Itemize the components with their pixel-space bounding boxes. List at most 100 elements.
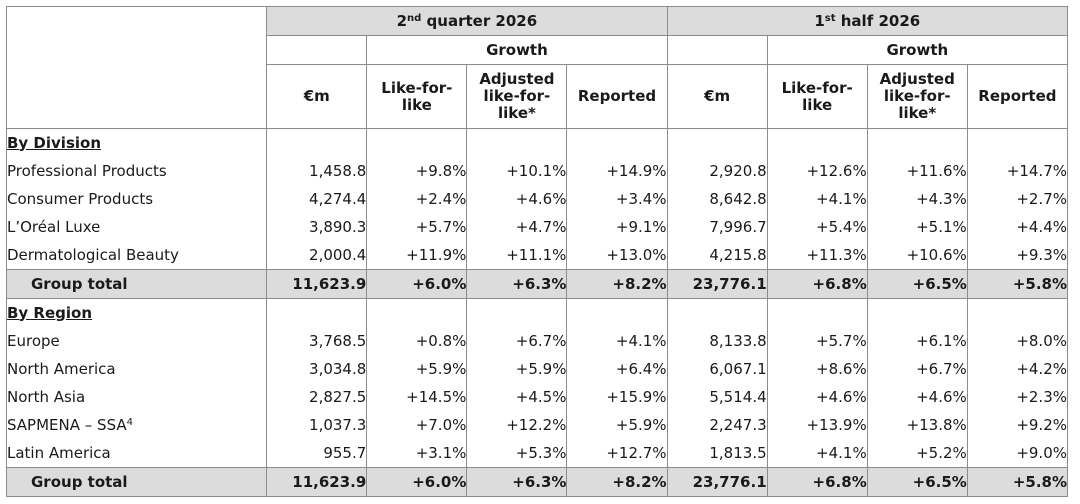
q2-lfl-cell: +6.0% xyxy=(366,467,467,497)
q2-lfl-cell: +7.0% xyxy=(366,411,467,439)
h1-adj-cell: +6.1% xyxy=(866,327,968,355)
h1-em-cell: 2,920.8 xyxy=(666,157,768,185)
h1-em-cell: 5,514.4 xyxy=(666,383,768,411)
h1-reported-header: Reported xyxy=(966,64,1069,129)
row-label-text: Latin America xyxy=(7,443,111,462)
table-row: Latin America 955.7 +3.1% +5.3% +12.7% 1,813.… xyxy=(5,439,1069,468)
q2-lfl-cell: +5.9% xyxy=(366,355,467,383)
q2-adj-cell: +6.3% xyxy=(466,467,567,497)
q2-adj-cell: +4.5% xyxy=(466,383,567,411)
h1-lfl-cell: +11.3% xyxy=(766,241,868,270)
q2-reported-cell: +13.0% xyxy=(566,241,668,270)
row-label-text: Europe xyxy=(7,331,60,350)
empty-cell xyxy=(966,128,1069,157)
group-total-row: Group total 11,623.9 +6.0% +6.3% +8.2% 23,776… xyxy=(5,467,1069,497)
h1-adj-cell: +6.5% xyxy=(866,269,968,299)
period-q2-header: 2nd quarter 2026 xyxy=(266,6,668,36)
q2-reported-cell: +12.7% xyxy=(566,439,668,468)
row-label-text: Professional Products xyxy=(7,161,167,180)
q2-adj-cell: +11.1% xyxy=(466,241,567,270)
empty-cell xyxy=(866,298,968,327)
row-label: Group total xyxy=(5,467,267,497)
h1-em-cell: 1,813.5 xyxy=(666,439,768,468)
empty-cell xyxy=(566,298,668,327)
h1-adj-cell: +11.6% xyxy=(866,157,968,185)
row-label: Europe xyxy=(5,327,267,355)
table-row: SAPMENA – SSA4 1,037.3 +7.0% +12.2% +5.9% 2,2… xyxy=(5,411,1069,439)
h1-reported-cell: +5.8% xyxy=(966,467,1069,497)
h1-lfl-cell: +6.8% xyxy=(766,467,868,497)
section-by-region-title: By Region xyxy=(5,298,267,327)
h1-lfl-cell: +4.6% xyxy=(766,383,868,411)
row-label-text: SAPMENA – SSA xyxy=(7,415,127,434)
q2-reported-cell: +3.4% xyxy=(566,185,668,213)
h1-reported-cell: +4.2% xyxy=(966,355,1069,383)
h1-reported-cell: +14.7% xyxy=(966,157,1069,185)
q2-reported-cell: +4.1% xyxy=(566,327,668,355)
q2-adj-cell: +4.7% xyxy=(466,213,567,241)
q2-reported-cell: +8.2% xyxy=(566,269,668,299)
group-total-row: Group total 11,623.9 +6.0% +6.3% +8.2% 23,776… xyxy=(5,269,1069,299)
empty-cell xyxy=(366,128,467,157)
row-label: North Asia xyxy=(5,383,267,411)
row-label: North America xyxy=(5,355,267,383)
section-by-division-title: By Division xyxy=(5,128,267,157)
q2-em-spacer xyxy=(266,35,368,65)
q2-lfl-cell: +9.8% xyxy=(366,157,467,185)
table-row: Professional Products 1,458.8 +9.8% +10.1% +… xyxy=(5,157,1069,185)
h1-adj-cell: +4.3% xyxy=(866,185,968,213)
h1-growth-header: Growth xyxy=(766,35,1069,65)
empty-cell xyxy=(466,128,567,157)
q2-em-cell: 2,827.5 xyxy=(266,383,367,411)
h1-reported-cell: +4.4% xyxy=(966,213,1069,241)
h1-reported-cell: +9.3% xyxy=(966,241,1069,270)
empty-cell xyxy=(966,298,1069,327)
h1-lfl-cell: +4.1% xyxy=(766,185,868,213)
h1-adj-cell: +10.6% xyxy=(866,241,968,270)
q2-reported-cell: +15.9% xyxy=(566,383,668,411)
q2-em-cell: 3,768.5 xyxy=(266,327,367,355)
table-body: By Division Professional Products 1,458.8 +… xyxy=(5,128,1069,497)
table-row: Consumer Products 4,274.4 +2.4% +4.6% +3.4% 8… xyxy=(5,185,1069,213)
h1-adj-cell: +5.1% xyxy=(866,213,968,241)
h1-em-cell: 2,247.3 xyxy=(666,411,768,439)
row-label-text: Consumer Products xyxy=(7,189,154,208)
empty-cell xyxy=(766,298,868,327)
h1-lfl-cell: +13.9% xyxy=(766,411,868,439)
h1-em-cell: 23,776.1 xyxy=(666,269,768,299)
q2-em-cell: 2,000.4 xyxy=(266,241,367,270)
q2-growth-header: Growth xyxy=(366,35,668,65)
table-row: L’Oréal Luxe 3,890.3 +5.7% +4.7% +9.1% 7,996.… xyxy=(5,213,1069,241)
q2-adj-header: Adjusted like-for-like* xyxy=(466,64,568,129)
q2-adj-cell: +12.2% xyxy=(466,411,567,439)
h1-reported-cell: +2.3% xyxy=(966,383,1069,411)
h1-em-cell: 8,133.8 xyxy=(666,327,768,355)
row-label: SAPMENA – SSA4 xyxy=(5,411,267,439)
h1-lfl-cell: +4.1% xyxy=(766,439,868,468)
row-label-text: L’Oréal Luxe xyxy=(7,217,101,236)
empty-cell xyxy=(566,128,668,157)
empty-cell xyxy=(666,128,768,157)
row-label-text: North America xyxy=(7,359,116,378)
h1-lfl-cell: +12.6% xyxy=(766,157,868,185)
h1-reported-cell: +9.2% xyxy=(966,411,1069,439)
h1-adj-cell: +13.8% xyxy=(866,411,968,439)
h1-lfl-cell: +5.7% xyxy=(766,327,868,355)
q2-em-cell: 11,623.9 xyxy=(266,269,367,299)
q2-reported-header: Reported xyxy=(566,64,668,129)
q2-lfl-cell: +11.9% xyxy=(366,241,467,270)
footnote-marker: 4 xyxy=(126,416,134,428)
q2-lfl-cell: +2.4% xyxy=(366,185,467,213)
sales-table: 2nd quarter 2026 1st half 2026 Growth Gr… xyxy=(5,6,1069,497)
q2-reported-cell: +8.2% xyxy=(566,467,668,497)
row-label-text: North Asia xyxy=(7,387,86,406)
q2-lfl-cell: +14.5% xyxy=(366,383,467,411)
q2-em-cell: 1,458.8 xyxy=(266,157,367,185)
q2-adj-cell: +4.6% xyxy=(466,185,567,213)
q2-em-header: €m xyxy=(266,64,368,129)
q2-lfl-cell: +0.8% xyxy=(366,327,467,355)
q2-em-cell: 4,274.4 xyxy=(266,185,367,213)
h1-adj-header: Adjusted like-for-like* xyxy=(866,64,968,129)
row-label: Consumer Products xyxy=(5,185,267,213)
row-label-text: Group total xyxy=(31,472,128,491)
